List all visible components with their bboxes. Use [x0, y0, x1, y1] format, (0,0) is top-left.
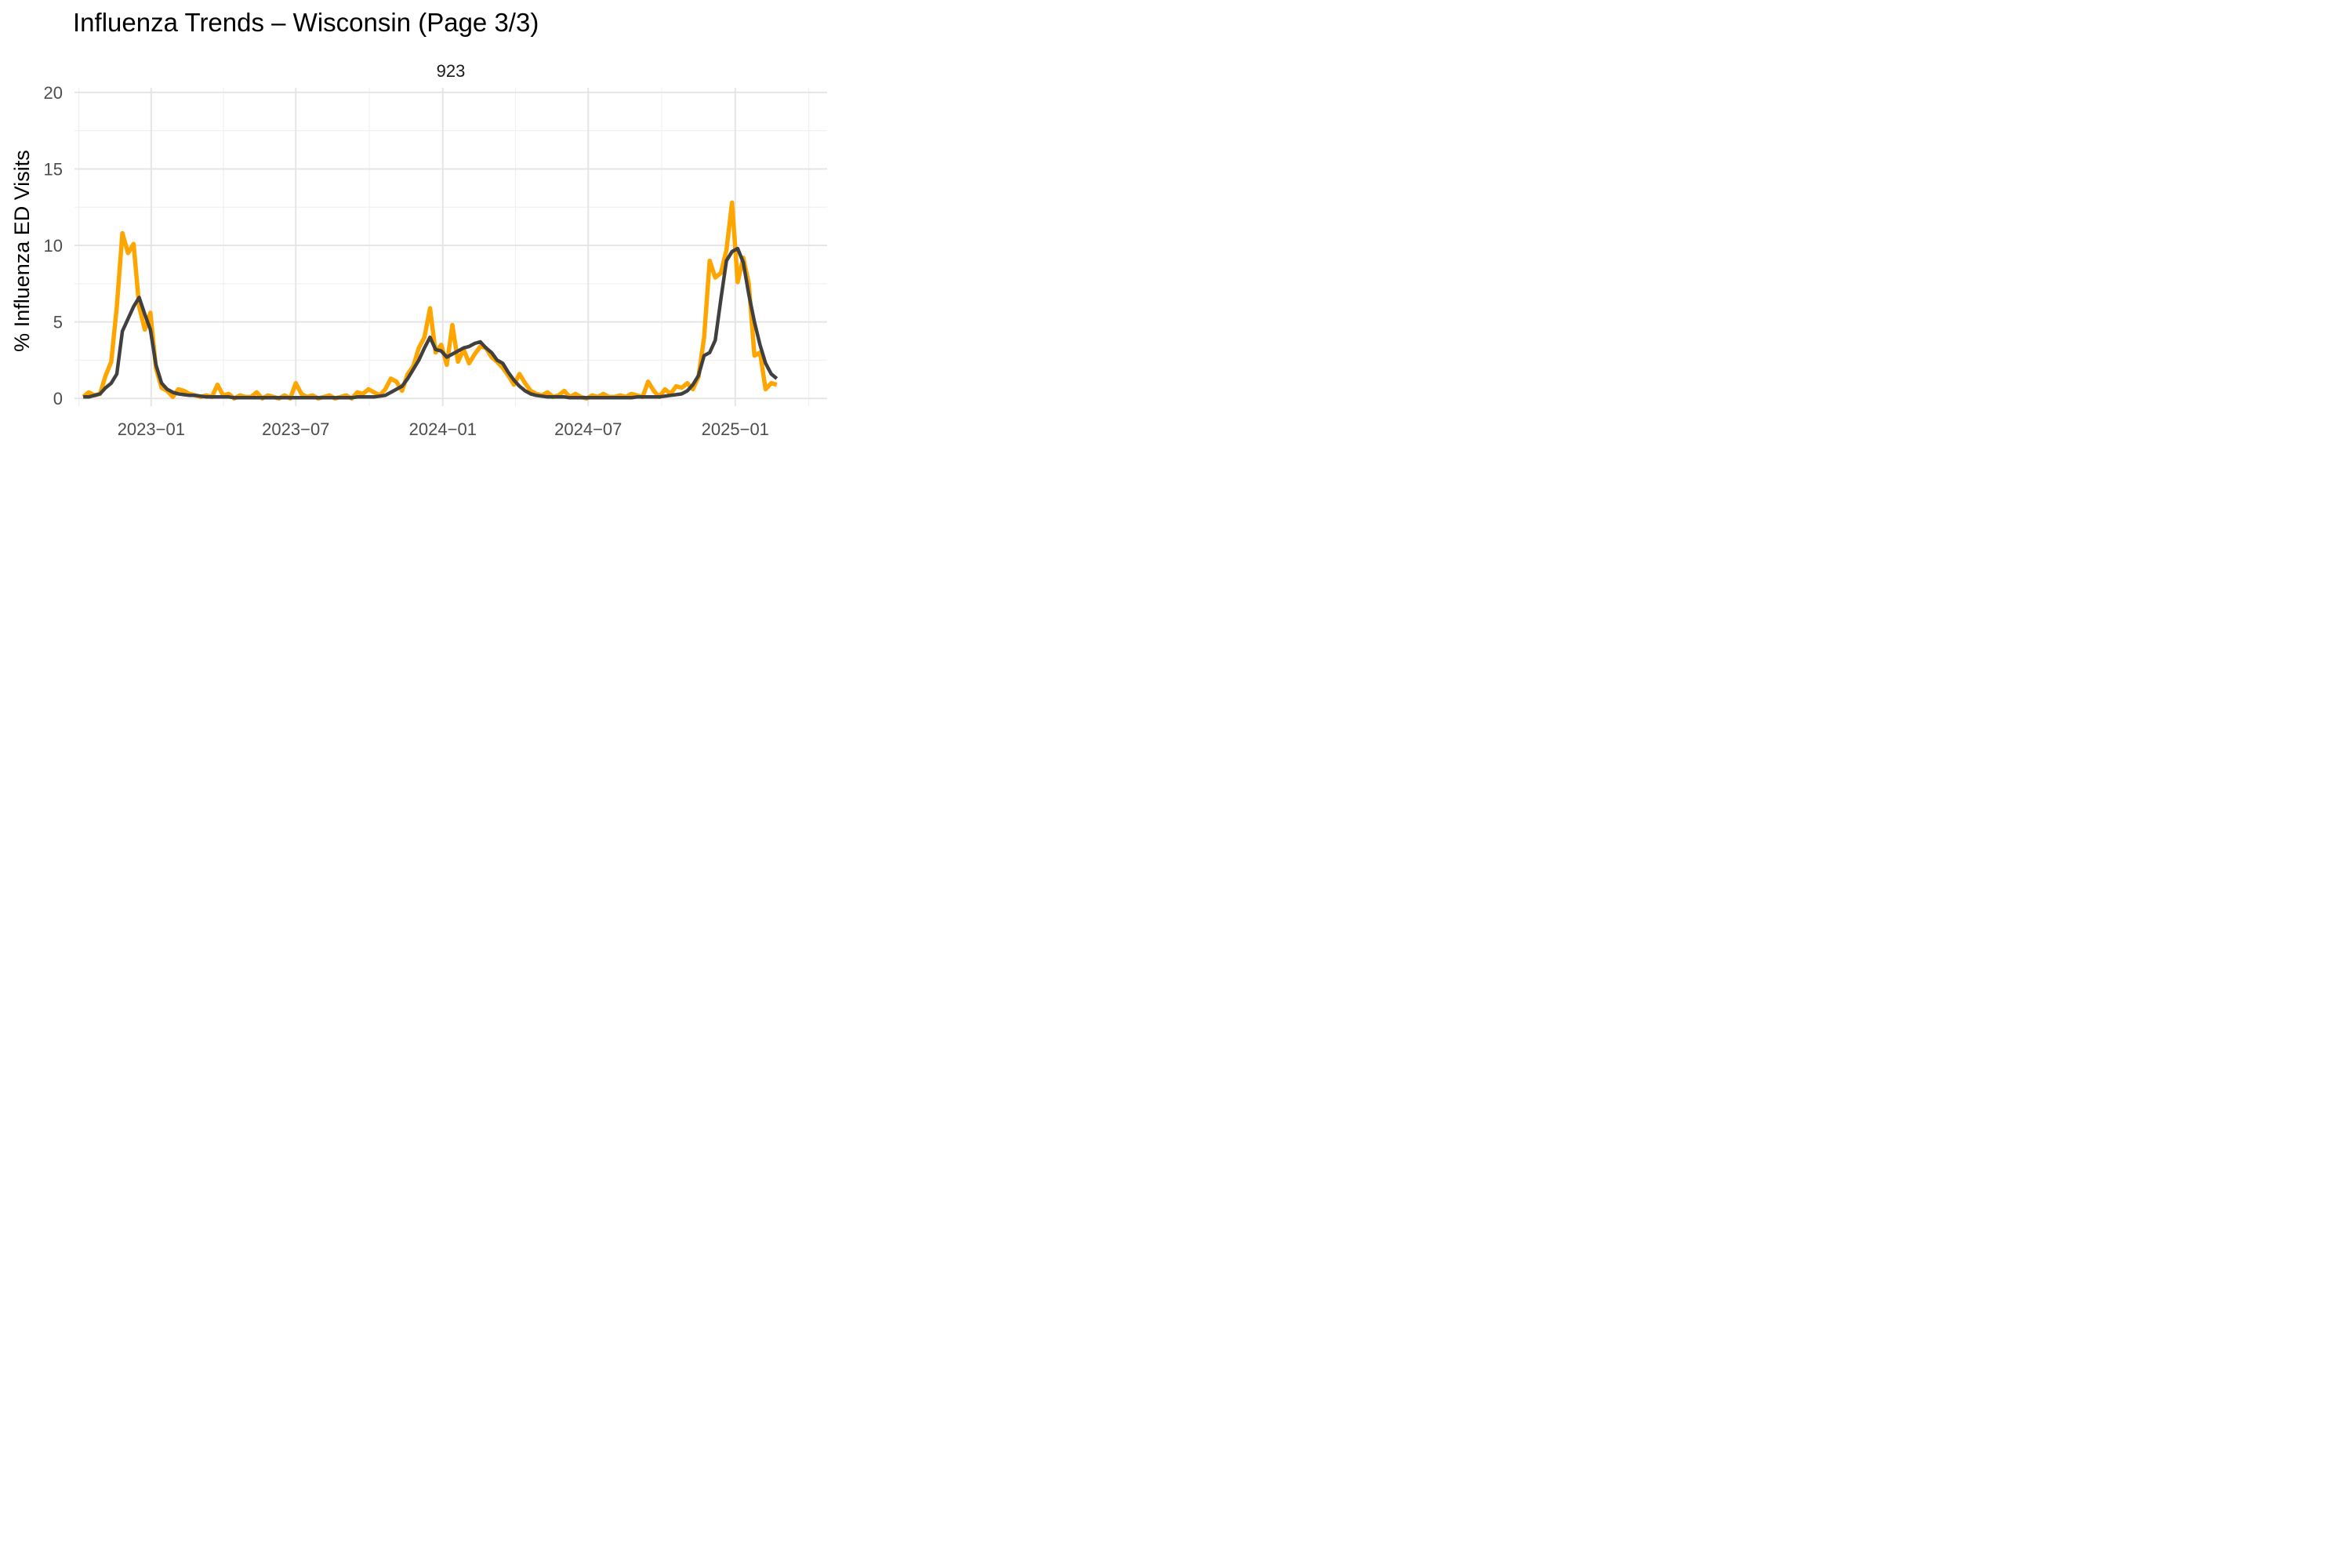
x-axis: 2023−01 2023−07 2024−01 2024−07 2025−01: [118, 419, 769, 439]
series-lines: [82, 200, 779, 401]
y-tick-label: 5: [53, 313, 63, 332]
x-tick-label: 2025−01: [702, 419, 769, 439]
x-tick-label: 2024−07: [554, 419, 622, 439]
y-tick-label: 10: [44, 236, 63, 256]
facet-label: 923: [437, 61, 466, 81]
x-tick-label: 2024−01: [409, 419, 477, 439]
y-axis: 0 5 10 15 20: [44, 83, 63, 408]
y-axis-label: % Influenza ED Visits: [10, 150, 34, 352]
series-line-dark: [83, 246, 779, 400]
series-line-orange: [82, 200, 778, 401]
y-tick-label: 15: [44, 159, 63, 179]
panel-grid: [74, 88, 827, 406]
x-tick-label: 2023−07: [262, 419, 329, 439]
y-tick-label: 0: [53, 389, 63, 408]
x-tick-label: 2023−01: [118, 419, 185, 439]
y-tick-label: 20: [44, 83, 63, 103]
chart-title: Influenza Trends – Wisconsin (Page 3/3): [73, 8, 539, 37]
